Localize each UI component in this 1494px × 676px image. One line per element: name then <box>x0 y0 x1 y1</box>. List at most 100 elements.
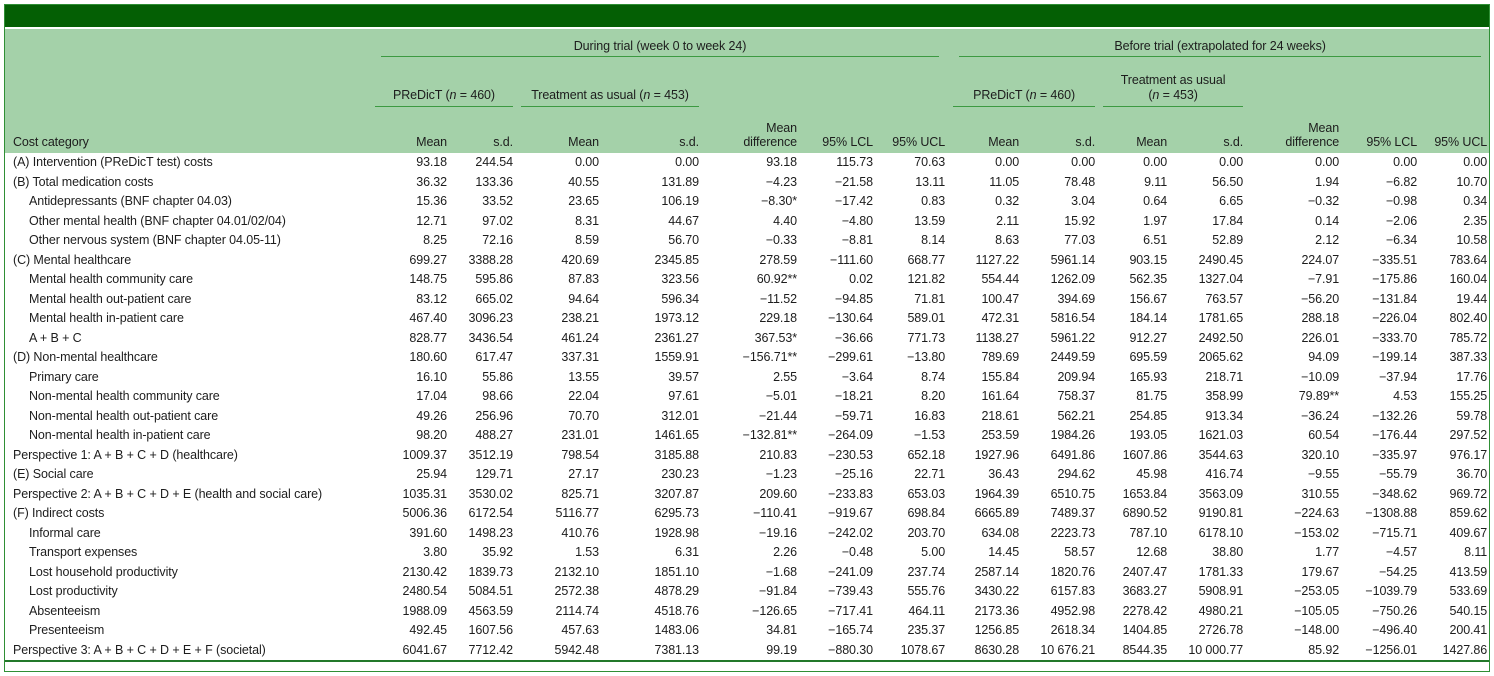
value-cell: −264.09 <box>828 428 873 442</box>
value-cell: 2.11 <box>996 213 1020 228</box>
value-cell: 200.41 <box>1449 623 1488 637</box>
value-cell: 7489.37 <box>1050 506 1096 520</box>
value-cell: −91.84 <box>759 584 797 598</box>
table-row: Presenteeism 492.45 1607.56 457.63 1483.06 34… <box>5 621 1489 641</box>
spacer-cell <box>703 57 949 107</box>
column-header-mean: Mean <box>1136 135 1168 149</box>
value-cell: 467.40 <box>409 311 447 325</box>
value-cell: 3.80 <box>423 545 447 559</box>
subgroup-title: Treatment as usual (n = 453) <box>1103 73 1244 107</box>
table-row: Antidepressants (BNF chapter 04.03) 15.36… <box>5 192 1489 212</box>
value-cell: 540.15 <box>1449 603 1488 618</box>
value-cell: 5.00 <box>921 545 946 559</box>
value-cell: 562.35 <box>1129 272 1168 286</box>
value-cell: 79.89** <box>1298 389 1340 403</box>
value-cell: 10 000.77 <box>1171 640 1248 662</box>
value-cell: 2130.42 <box>402 564 448 579</box>
value-cell: 1.94 <box>1315 174 1340 189</box>
value-cell: 3544.63 <box>1198 447 1244 462</box>
value-cell: 2361.27 <box>654 330 700 345</box>
value-cell: 828.77 <box>409 330 447 345</box>
value-cell: −233.83 <box>828 486 873 501</box>
value-cell: 771.73 <box>907 330 946 345</box>
value-cell: 1327.04 <box>1198 272 1244 286</box>
value-cell: −21.44 <box>759 408 797 423</box>
value-cell: 976.17 <box>1449 447 1488 462</box>
value-cell: 6.31 <box>675 545 699 559</box>
value-cell: 39.57 <box>668 369 699 384</box>
cost-category-cell: Primary care <box>29 369 99 384</box>
value-cell: 4952.98 <box>1050 603 1096 618</box>
value-cell: 665.02 <box>475 291 513 306</box>
table-row: Non-mental health in-patient care 98.20 48… <box>5 426 1489 446</box>
value-cell: 0.14 <box>1315 213 1340 228</box>
value-cell: 1964.39 <box>974 486 1020 501</box>
value-cell: 218.71 <box>1205 369 1244 384</box>
value-cell: 913.34 <box>1205 408 1244 423</box>
value-cell: 60.54 <box>1308 428 1340 442</box>
value-cell: 85.92 <box>1247 640 1344 662</box>
value-cell: 8.59 <box>575 233 599 247</box>
value-cell: 1973.12 <box>654 311 700 325</box>
value-cell: 2065.62 <box>1198 350 1244 364</box>
value-cell: −1308.88 <box>1365 506 1418 520</box>
table-row: Mental health out-patient care 83.12 665.0… <box>5 290 1489 310</box>
italic-n: n <box>643 88 651 102</box>
value-cell: 6.51 <box>1143 233 1168 247</box>
value-cell: −1256.01 <box>1343 640 1422 662</box>
value-cell: 13.11 <box>915 174 946 189</box>
cost-category-cell: (C) Mental healthcare <box>13 252 132 267</box>
value-cell: 33.52 <box>482 194 513 208</box>
value-cell: 34.81 <box>766 623 797 637</box>
value-cell: −59.71 <box>835 408 873 423</box>
value-cell: 209.94 <box>1057 369 1096 384</box>
value-cell: −18.21 <box>835 389 873 403</box>
value-cell: 25.94 <box>416 467 447 481</box>
value-cell: 652.18 <box>907 447 946 462</box>
value-cell: 72.16 <box>482 233 513 247</box>
value-cell: 49.26 <box>416 408 447 423</box>
value-cell: −54.25 <box>1379 564 1418 579</box>
value-cell: 1839.73 <box>468 564 514 579</box>
value-cell: 0.32 <box>995 194 1020 208</box>
value-cell: −241.09 <box>828 564 873 579</box>
value-cell: 10.70 <box>1456 174 1488 189</box>
value-cell: 209.60 <box>759 486 797 501</box>
value-cell: −105.05 <box>1294 603 1340 618</box>
value-cell: 38.80 <box>1212 545 1244 559</box>
value-cell: 71.81 <box>914 291 946 306</box>
value-cell: 70.63 <box>914 155 946 169</box>
value-cell: −242.02 <box>828 525 873 540</box>
value-cell: 0.00 <box>675 155 699 169</box>
subgroup-predict-during: PReDicT (n = 460) <box>371 57 517 107</box>
value-cell: 2278.42 <box>1122 603 1168 618</box>
column-header-mean-difference: Mean difference <box>743 121 797 149</box>
table-frame: During trial (week 0 to week 24) Before … <box>4 4 1490 672</box>
spacer-cell <box>5 29 371 57</box>
value-cell: 1988.09 <box>402 603 448 618</box>
value-cell: −496.40 <box>1372 623 1418 637</box>
value-cell: 278.59 <box>759 252 797 267</box>
table-row: (B) Total medication costs 36.32 133.36 40.… <box>5 173 1489 193</box>
cost-category-cell: Non-mental health out-patient care <box>29 408 219 423</box>
value-cell: 787.10 <box>1129 525 1168 540</box>
value-cell: 472.31 <box>981 311 1020 325</box>
value-cell: 253.59 <box>981 428 1020 442</box>
value-cell: 1607.56 <box>468 623 514 637</box>
value-cell: −21.58 <box>835 174 873 189</box>
value-cell: 492.45 <box>409 623 447 637</box>
value-cell: 1851.10 <box>654 564 700 579</box>
column-header-mean: Mean <box>568 135 599 149</box>
value-cell: 2.12 <box>1315 233 1340 247</box>
value-cell: 5961.22 <box>1050 330 1096 345</box>
value-cell: 2587.14 <box>974 564 1020 579</box>
value-cell: 1035.31 <box>402 486 448 501</box>
value-cell: 9190.81 <box>1198 506 1244 520</box>
value-cell: 15.36 <box>416 194 447 208</box>
subgroup-predict-before: PReDicT (n = 460) <box>949 57 1099 107</box>
value-cell: −0.48 <box>841 545 873 559</box>
cost-category-cell: Mental health community care <box>29 272 193 286</box>
value-cell: 589.01 <box>907 311 946 325</box>
value-cell: 87.83 <box>568 272 599 286</box>
value-cell: −919.67 <box>828 506 873 520</box>
